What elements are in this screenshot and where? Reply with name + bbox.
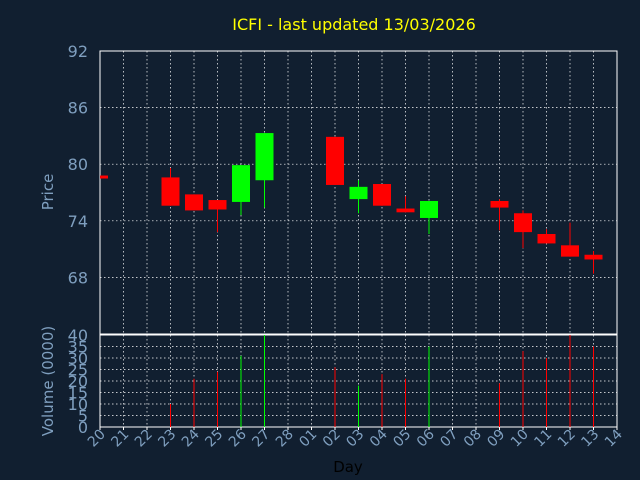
x-tick-label: 03 <box>343 427 367 451</box>
price-axis-label: Price <box>39 174 57 211</box>
price-tick-label: 74 <box>68 212 88 231</box>
x-tick-label: 22 <box>132 427 156 451</box>
volume-tick-label: 35 <box>68 338 88 357</box>
price-tick-label: 86 <box>68 99 88 118</box>
x-tick-label: 24 <box>179 426 203 450</box>
x-tick-label: 10 <box>508 427 532 451</box>
candle-body <box>185 194 203 211</box>
candle-body <box>208 200 227 210</box>
candle-body <box>396 208 415 213</box>
candle-body <box>490 200 509 208</box>
candle-body <box>373 184 391 206</box>
x-tick-label: 21 <box>108 427 132 451</box>
candle-body <box>584 254 603 260</box>
x-tick-label: 08 <box>461 427 485 451</box>
x-tick-label: 11 <box>531 427 555 451</box>
candle-body <box>537 234 556 244</box>
price-tick-label: 92 <box>68 42 88 61</box>
price-tick-label: 80 <box>68 155 88 174</box>
volume-tick-label: 20 <box>68 372 88 391</box>
x-tick-label: 28 <box>273 427 297 451</box>
x-tick-label: 07 <box>437 427 461 451</box>
candle-body <box>326 136 344 185</box>
price-tick-label: 68 <box>68 268 88 287</box>
candle-body <box>232 165 250 202</box>
candle-body <box>255 133 274 181</box>
x-tick-label: 13 <box>578 427 602 451</box>
volume-tick-label: 0 <box>78 418 88 437</box>
price-panel: 92 86 80 74 68 <box>68 42 618 335</box>
x-tick-label: 27 <box>249 427 273 451</box>
x-tick-label: 02 <box>320 427 344 451</box>
candle-body <box>349 186 368 200</box>
x-tick-label: 14 <box>602 426 626 450</box>
candle-body <box>100 175 108 179</box>
x-axis: 20 21 22 23 24 25 26 27 28 01 02 03 04 05 06 07 08 09 10 11… <box>85 426 626 450</box>
x-tick-label: 06 <box>414 426 438 450</box>
chart-title: ICFI - last updated 13/03/2026 <box>232 15 476 34</box>
candle-body <box>161 177 180 206</box>
x-axis-label: Day <box>333 458 363 476</box>
candle-body <box>420 200 438 218</box>
volume-axis-label: Volume (0000) <box>39 326 57 436</box>
volume-tick-label: 15 <box>68 384 88 403</box>
volume-tick-label: 30 <box>68 349 88 368</box>
x-tick-label: 23 <box>155 427 179 451</box>
volume-tick-label: 40 <box>68 326 88 345</box>
x-tick-label: 05 <box>390 427 414 451</box>
volume-tick-label: 25 <box>68 361 88 380</box>
volume-tick-label: 10 <box>68 395 88 414</box>
x-tick-label: 26 <box>226 426 250 450</box>
x-tick-label: 09 <box>484 427 508 451</box>
x-tick-label: 20 <box>85 427 109 451</box>
volume-tick-label: 5 <box>78 407 88 426</box>
candle-body <box>514 213 532 233</box>
candle-body <box>561 245 579 257</box>
x-tick-label: 12 <box>555 427 579 451</box>
x-tick-label: 04 <box>367 426 391 450</box>
x-tick-label: 01 <box>296 427 320 451</box>
x-tick-label: 25 <box>202 427 226 451</box>
